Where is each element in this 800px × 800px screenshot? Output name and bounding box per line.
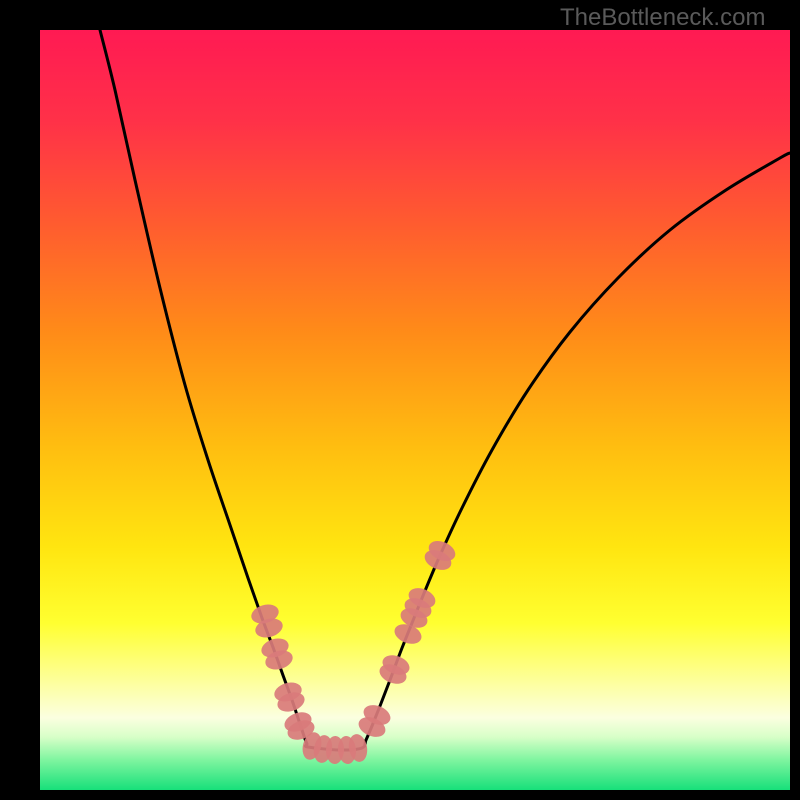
outer-frame: TheBottleneck.com: [0, 0, 800, 800]
plot-area: [40, 30, 790, 790]
gradient-background: [40, 30, 790, 790]
chart-svg: [40, 30, 790, 790]
watermark-text: TheBottleneck.com: [560, 4, 765, 32]
